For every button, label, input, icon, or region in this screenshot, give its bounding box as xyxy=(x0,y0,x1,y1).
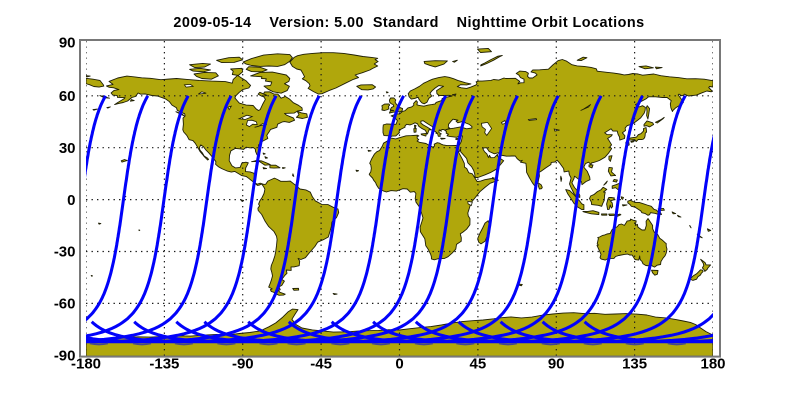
svg-text:30: 30 xyxy=(59,140,76,157)
svg-text:60: 60 xyxy=(59,88,76,105)
svg-text:-180: -180 xyxy=(71,356,101,373)
svg-text:2009-05-14 Version: 5.00 S: 2009-05-14 Version: 5.00 Standard Nightt… xyxy=(173,15,644,31)
svg-text:-60: -60 xyxy=(54,296,76,313)
svg-text:-45: -45 xyxy=(310,356,332,373)
svg-text:180: 180 xyxy=(700,356,725,373)
svg-text:-135: -135 xyxy=(149,356,179,373)
svg-text:90: 90 xyxy=(548,356,565,373)
svg-text:45: 45 xyxy=(470,356,487,373)
svg-text:-90: -90 xyxy=(232,356,254,373)
svg-text:0: 0 xyxy=(67,192,75,209)
svg-text:0: 0 xyxy=(395,356,403,373)
svg-text:90: 90 xyxy=(59,35,76,52)
svg-text:-90: -90 xyxy=(54,348,76,365)
svg-text:-30: -30 xyxy=(54,244,76,261)
svg-text:135: 135 xyxy=(622,356,647,373)
